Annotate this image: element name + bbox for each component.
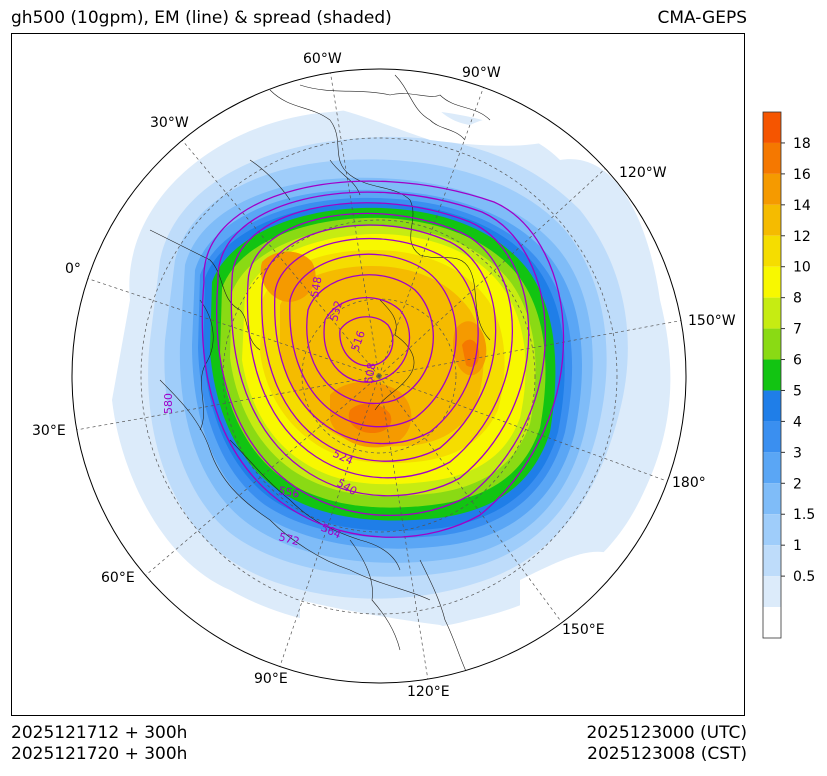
colorbar-label: 14 bbox=[793, 198, 811, 214]
colorbar-swatch bbox=[763, 390, 781, 422]
colorbar-label: 1 bbox=[793, 538, 802, 554]
colorbar-frame bbox=[762, 111, 782, 639]
chart-title: gh500 (10gpm), EM (line) & spread (shade… bbox=[11, 8, 392, 28]
colorbar-swatch bbox=[763, 452, 781, 484]
colorbar-swatch bbox=[763, 607, 781, 638]
colorbar-swatch bbox=[763, 204, 781, 236]
colorbar-label: 4 bbox=[793, 414, 802, 430]
contour-label-548: 548 bbox=[308, 276, 324, 299]
lon-label-60e: 60°E bbox=[101, 570, 135, 586]
colorbar-swatch bbox=[763, 514, 781, 546]
contour-label-572: 572 bbox=[277, 530, 301, 548]
lon-label-90e: 90°E bbox=[254, 671, 288, 687]
colorbar-label: 12 bbox=[793, 229, 811, 245]
colorbar-label: 6 bbox=[793, 353, 802, 369]
colorbar-swatch bbox=[763, 421, 781, 453]
colorbar-swatch bbox=[763, 235, 781, 267]
lon-label-30w: 30°W bbox=[150, 115, 189, 131]
colorbar-swatch bbox=[763, 266, 781, 298]
init-time-cst: 2025121720 + 300h bbox=[11, 744, 188, 764]
lon-label-150e: 150°E bbox=[562, 622, 605, 638]
colorbar-swatch bbox=[763, 173, 781, 205]
gh500-contours bbox=[201, 180, 565, 538]
colorbar-label: 7 bbox=[793, 322, 802, 338]
colorbar-label: 16 bbox=[793, 167, 811, 183]
init-time-utc: 2025121712 + 300h bbox=[11, 723, 188, 743]
contour-label-556: 556 bbox=[277, 484, 300, 500]
colorbar-label: 18 bbox=[793, 136, 811, 152]
colorbar: 18 16 14 12 10 8 7 6 5 4 3 2 1.5 1 0.5 bbox=[762, 111, 815, 639]
coastlines bbox=[149, 74, 491, 681]
lon-label-150w: 150°W bbox=[688, 313, 736, 329]
colorbar-label: 3 bbox=[793, 445, 802, 461]
colorbar-label: 1.5 bbox=[793, 507, 815, 523]
valid-time-utc: 2025123000 (UTC) bbox=[586, 723, 747, 743]
colorbar-swatch bbox=[763, 142, 781, 174]
lon-label-180: 180° bbox=[672, 475, 706, 491]
lon-label-30e: 30°E bbox=[32, 423, 66, 439]
lon-label-90w: 90°W bbox=[462, 65, 501, 81]
lon-label-60w: 60°W bbox=[303, 51, 342, 67]
longitude-labels: 60°W 90°W 30°W 120°W 0° 150°W 30°E 180° … bbox=[32, 51, 736, 700]
valid-time-cst: 2025123008 (CST) bbox=[587, 744, 747, 764]
colorbar-swatch bbox=[763, 359, 781, 391]
colorbar-label: 2 bbox=[793, 476, 802, 492]
spread-shading bbox=[72, 69, 686, 683]
contour-label-508: 508 bbox=[362, 362, 378, 385]
spread-band-16 bbox=[260, 251, 316, 302]
lon-label-120e: 120°E bbox=[407, 684, 450, 700]
colorbar-label: 0.5 bbox=[793, 569, 815, 585]
lon-label-120w: 120°W bbox=[619, 165, 667, 181]
map-boundary bbox=[71, 68, 687, 684]
colorbar-swatch bbox=[763, 328, 781, 360]
model-name: CMA-GEPS bbox=[657, 8, 747, 28]
colorbar-swatch bbox=[763, 297, 781, 329]
colorbar-swatch bbox=[763, 483, 781, 515]
colorbar-label: 8 bbox=[793, 291, 802, 307]
colorbar-label: 5 bbox=[793, 383, 802, 399]
contour-label-532: 532 bbox=[327, 299, 345, 323]
colorbar-label: 10 bbox=[793, 260, 811, 276]
lon-label-0: 0° bbox=[65, 261, 81, 277]
spread-band-18b bbox=[348, 403, 392, 434]
white-region-asia bbox=[300, 600, 488, 683]
colorbar-swatch bbox=[763, 112, 781, 143]
white-region-pacific bbox=[520, 551, 620, 660]
colorbar-swatch bbox=[763, 576, 781, 608]
white-region-africa bbox=[80, 420, 160, 580]
contour-label-580: 580 bbox=[162, 393, 175, 414]
colorbar-swatch bbox=[763, 545, 781, 577]
